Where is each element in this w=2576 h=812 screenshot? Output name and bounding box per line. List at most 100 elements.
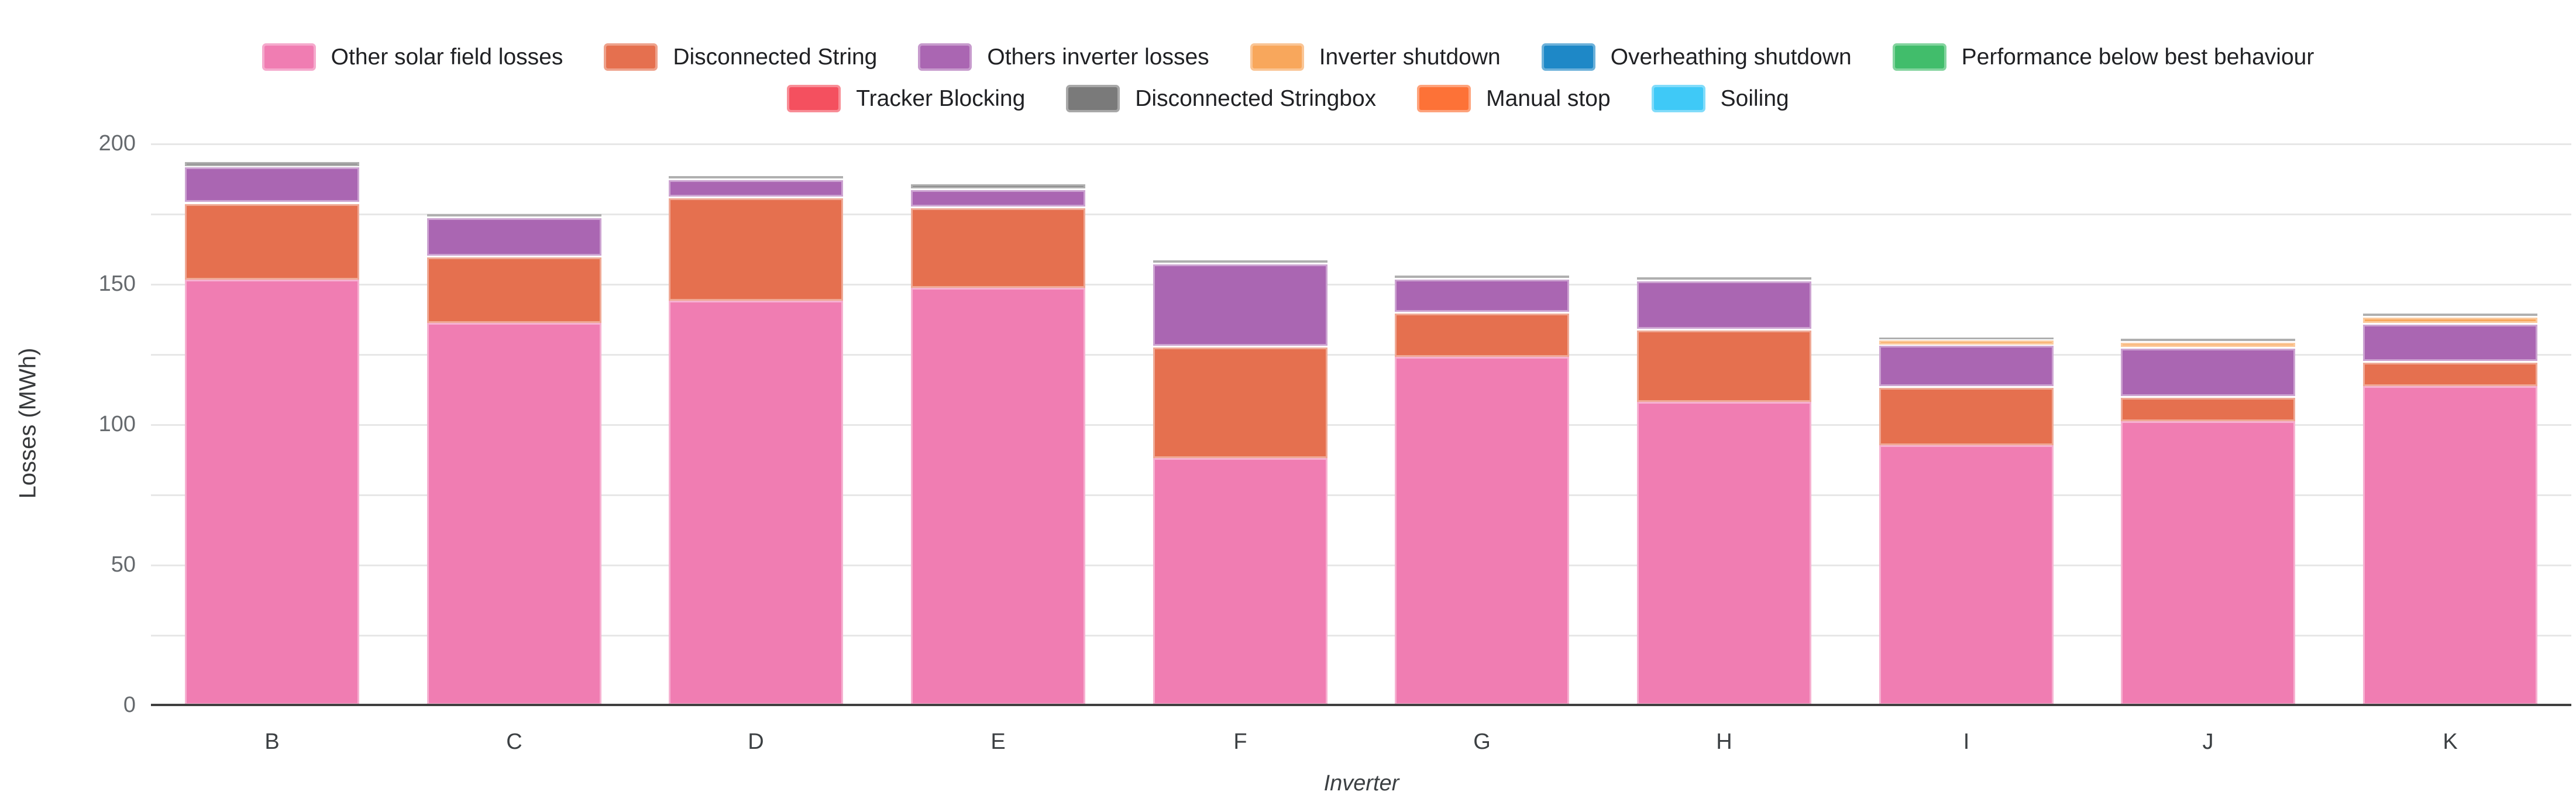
gridline-100 (151, 424, 2571, 426)
legend-item-tracker-blocking[interactable]: Tracker Blocking (787, 85, 1025, 112)
x-tick-label-G: G (1473, 730, 1491, 754)
bar-K-segment-inverter-shutdown[interactable] (2363, 318, 2537, 323)
legend-label: Tracker Blocking (856, 85, 1026, 111)
legend-label: Manual stop (1486, 85, 1611, 111)
legend-item-soiling[interactable]: Soiling (1651, 85, 1789, 112)
gridline-200 (151, 143, 2571, 145)
legend-swatch-icon (604, 43, 658, 71)
bar-I-segment-inverter-shutdown[interactable] (1879, 340, 2054, 345)
bar-K-segment-disconnected-string[interactable] (2363, 363, 2537, 386)
bar-C-segment-disconnected-string[interactable] (427, 257, 601, 323)
y-tick-label-200: 200 (98, 131, 136, 156)
bar-D-segment-disconnected-stringbox[interactable] (669, 176, 843, 178)
y-axis-title: Losses (MWh) (15, 347, 41, 499)
legend-label: Inverter shutdown (1319, 44, 1501, 70)
legend-swatch-icon (1066, 85, 1120, 112)
legend-swatch-icon (1417, 85, 1471, 112)
bar-J-segment-disconnected-string[interactable] (2121, 398, 2295, 421)
x-tick-label-B: B (264, 730, 280, 754)
legend-swatch-icon (787, 85, 841, 112)
bar-K-segment-other-solar-field-losses[interactable] (2363, 386, 2537, 705)
bar-J-segment-inverter-shutdown[interactable] (2121, 343, 2295, 347)
bar-D-segment-other-solar-field-losses[interactable] (669, 301, 843, 705)
legend-swatch-icon (1892, 43, 1946, 71)
legend-swatch-icon (1651, 85, 1705, 112)
legend-swatch-icon (918, 43, 972, 71)
bar-G-segment-other-solar-field-losses[interactable] (1395, 357, 1569, 705)
legend-item-manual-stop[interactable]: Manual stop (1417, 85, 1611, 112)
x-axis-title: Inverter (1323, 771, 1399, 796)
bar-B-segment-disconnected-stringbox[interactable] (185, 162, 359, 166)
bar-H-segment-disconnected-string[interactable] (1637, 331, 1811, 402)
legend-label: Disconnected String (673, 44, 878, 70)
bar-D-segment-disconnected-string[interactable] (669, 198, 843, 301)
bar-K-segment-others-inverter-losses[interactable] (2363, 325, 2537, 361)
legend-label: Others inverter losses (987, 44, 1209, 70)
legend-swatch-icon (1541, 43, 1595, 71)
gridline-75 (151, 494, 2571, 496)
bar-I-segment-others-inverter-losses[interactable] (1879, 346, 2054, 386)
x-tick-label-K: K (2443, 730, 2458, 754)
legend-item-disconnected-stringbox[interactable]: Disconnected Stringbox (1066, 85, 1376, 112)
x-tick-label-J: J (2202, 730, 2214, 754)
legend-row-1: Other solar field losses Disconnected Str… (262, 43, 2314, 71)
bar-D-segment-others-inverter-losses[interactable] (669, 180, 843, 197)
bar-B-segment-others-inverter-losses[interactable] (185, 167, 359, 202)
bar-I-segment-other-solar-field-losses[interactable] (1879, 445, 2054, 705)
bar-E-segment-disconnected-string[interactable] (911, 208, 1085, 288)
legend-label: Soiling (1720, 85, 1789, 111)
gridline-175 (151, 214, 2571, 215)
bar-F-segment-other-solar-field-losses[interactable] (1153, 458, 1327, 705)
x-tick-label-H: H (1716, 730, 1732, 754)
legend-item-inverter-shutdown[interactable]: Inverter shutdown (1250, 43, 1501, 71)
bar-I-segment-disconnected-string[interactable] (1879, 388, 2054, 445)
legend-label: Overheathing shutdown (1610, 44, 1852, 70)
bar-J-segment-others-inverter-losses[interactable] (2121, 349, 2295, 396)
bar-F-segment-disconnected-stringbox[interactable] (1153, 260, 1327, 263)
bar-H-segment-others-inverter-losses[interactable] (1637, 281, 1811, 329)
y-tick-label-50: 50 (111, 552, 136, 577)
bar-H-segment-other-solar-field-losses[interactable] (1637, 402, 1811, 705)
bar-H-segment-disconnected-stringbox[interactable] (1637, 277, 1811, 280)
gridline-25 (151, 635, 2571, 636)
y-tick-label-0: 0 (123, 693, 136, 717)
legend-item-disconnected-string[interactable]: Disconnected String (604, 43, 877, 71)
bar-G-segment-disconnected-stringbox[interactable] (1395, 276, 1569, 278)
legend-item-other-solar-field-losses[interactable]: Other solar field losses (262, 43, 563, 71)
legend-item-others-inverter-losses[interactable]: Others inverter losses (918, 43, 1209, 71)
legend-row-2: Tracker Blocking Disconnected Stringbox Ma… (787, 85, 1789, 112)
legend: Other solar field losses Disconnected Str… (0, 43, 2576, 112)
bar-G-segment-others-inverter-losses[interactable] (1395, 280, 1569, 312)
bar-E-segment-disconnected-stringbox[interactable] (911, 184, 1085, 188)
x-tick-label-E: E (990, 730, 1006, 754)
bar-E-segment-other-solar-field-losses[interactable] (911, 288, 1085, 705)
bar-F-segment-disconnected-string[interactable] (1153, 347, 1327, 458)
legend-item-performance-below-best-behaviour[interactable]: Performance below best behaviour (1892, 43, 2314, 71)
gridline-150 (151, 284, 2571, 285)
bar-J-segment-other-solar-field-losses[interactable] (2121, 421, 2295, 705)
x-tick-label-C: C (506, 730, 522, 754)
bar-C-segment-disconnected-stringbox[interactable] (427, 214, 601, 216)
y-tick-label-150: 150 (98, 271, 136, 296)
x-axis-line (151, 704, 2571, 706)
legend-label: Performance below best behaviour (1961, 44, 2314, 70)
legend-label: Other solar field losses (331, 44, 563, 70)
bar-J-segment-disconnected-stringbox[interactable] (2121, 339, 2295, 341)
bar-K-segment-disconnected-stringbox[interactable] (2363, 314, 2537, 316)
gridline-125 (151, 354, 2571, 356)
bar-B-segment-other-solar-field-losses[interactable] (185, 280, 359, 705)
bar-C-segment-other-solar-field-losses[interactable] (427, 323, 601, 705)
bar-I-segment-disconnected-stringbox[interactable] (1879, 338, 2054, 339)
y-tick-label-100: 100 (98, 412, 136, 436)
x-tick-label-D: D (748, 730, 764, 754)
bar-B-segment-disconnected-string[interactable] (185, 204, 359, 280)
bar-E-segment-others-inverter-losses[interactable] (911, 190, 1085, 207)
bar-G-segment-disconnected-string[interactable] (1395, 314, 1569, 357)
bar-C-segment-others-inverter-losses[interactable] (427, 218, 601, 256)
legend-swatch-icon (262, 43, 316, 71)
x-tick-label-F: F (1233, 730, 1247, 754)
bar-F-segment-others-inverter-losses[interactable] (1153, 264, 1327, 346)
legend-item-overheathing-shutdown[interactable]: Overheathing shutdown (1541, 43, 1852, 71)
